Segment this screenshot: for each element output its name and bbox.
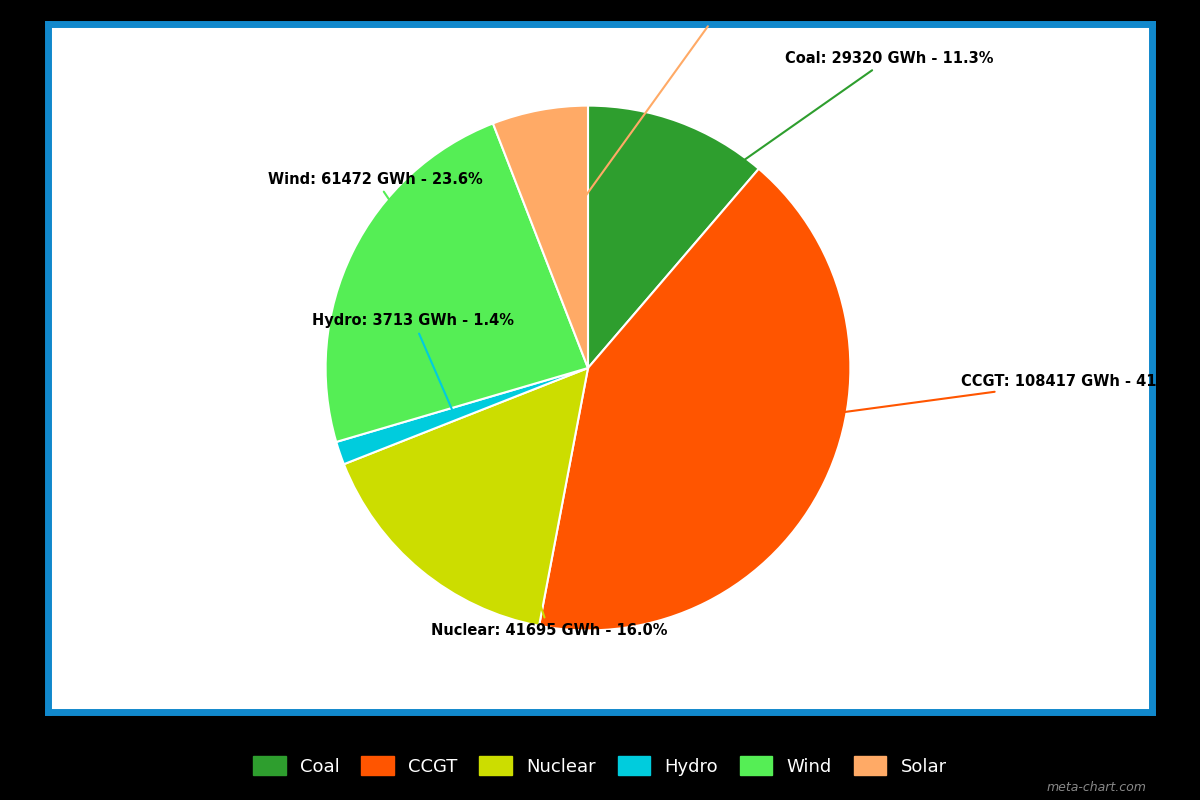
- Text: Coal: 29320 GWh - 11.3%: Coal: 29320 GWh - 11.3%: [640, 51, 994, 234]
- Wedge shape: [588, 106, 758, 368]
- Wedge shape: [325, 123, 588, 442]
- Wedge shape: [539, 169, 851, 630]
- Text: Hydro: 3713 GWh - 1.4%: Hydro: 3713 GWh - 1.4%: [312, 314, 515, 411]
- Text: meta-chart.com: meta-chart.com: [1046, 781, 1146, 794]
- Text: Solar: 15333 GWh - 5.9%: Solar: 15333 GWh - 5.9%: [564, 6, 820, 226]
- Text: CCGT: 108417 GWh - 41.7%: CCGT: 108417 GWh - 41.7%: [719, 374, 1187, 429]
- Text: Nuclear: 41695 GWh - 16.0%: Nuclear: 41695 GWh - 16.0%: [431, 480, 667, 638]
- Legend: Coal, CCGT, Nuclear, Hydro, Wind, Solar: Coal, CCGT, Nuclear, Hydro, Wind, Solar: [246, 749, 954, 783]
- Text: Wind: 61472 GWh - 23.6%: Wind: 61472 GWh - 23.6%: [268, 171, 482, 303]
- Wedge shape: [336, 368, 588, 464]
- Wedge shape: [344, 368, 588, 626]
- Wedge shape: [493, 106, 588, 368]
